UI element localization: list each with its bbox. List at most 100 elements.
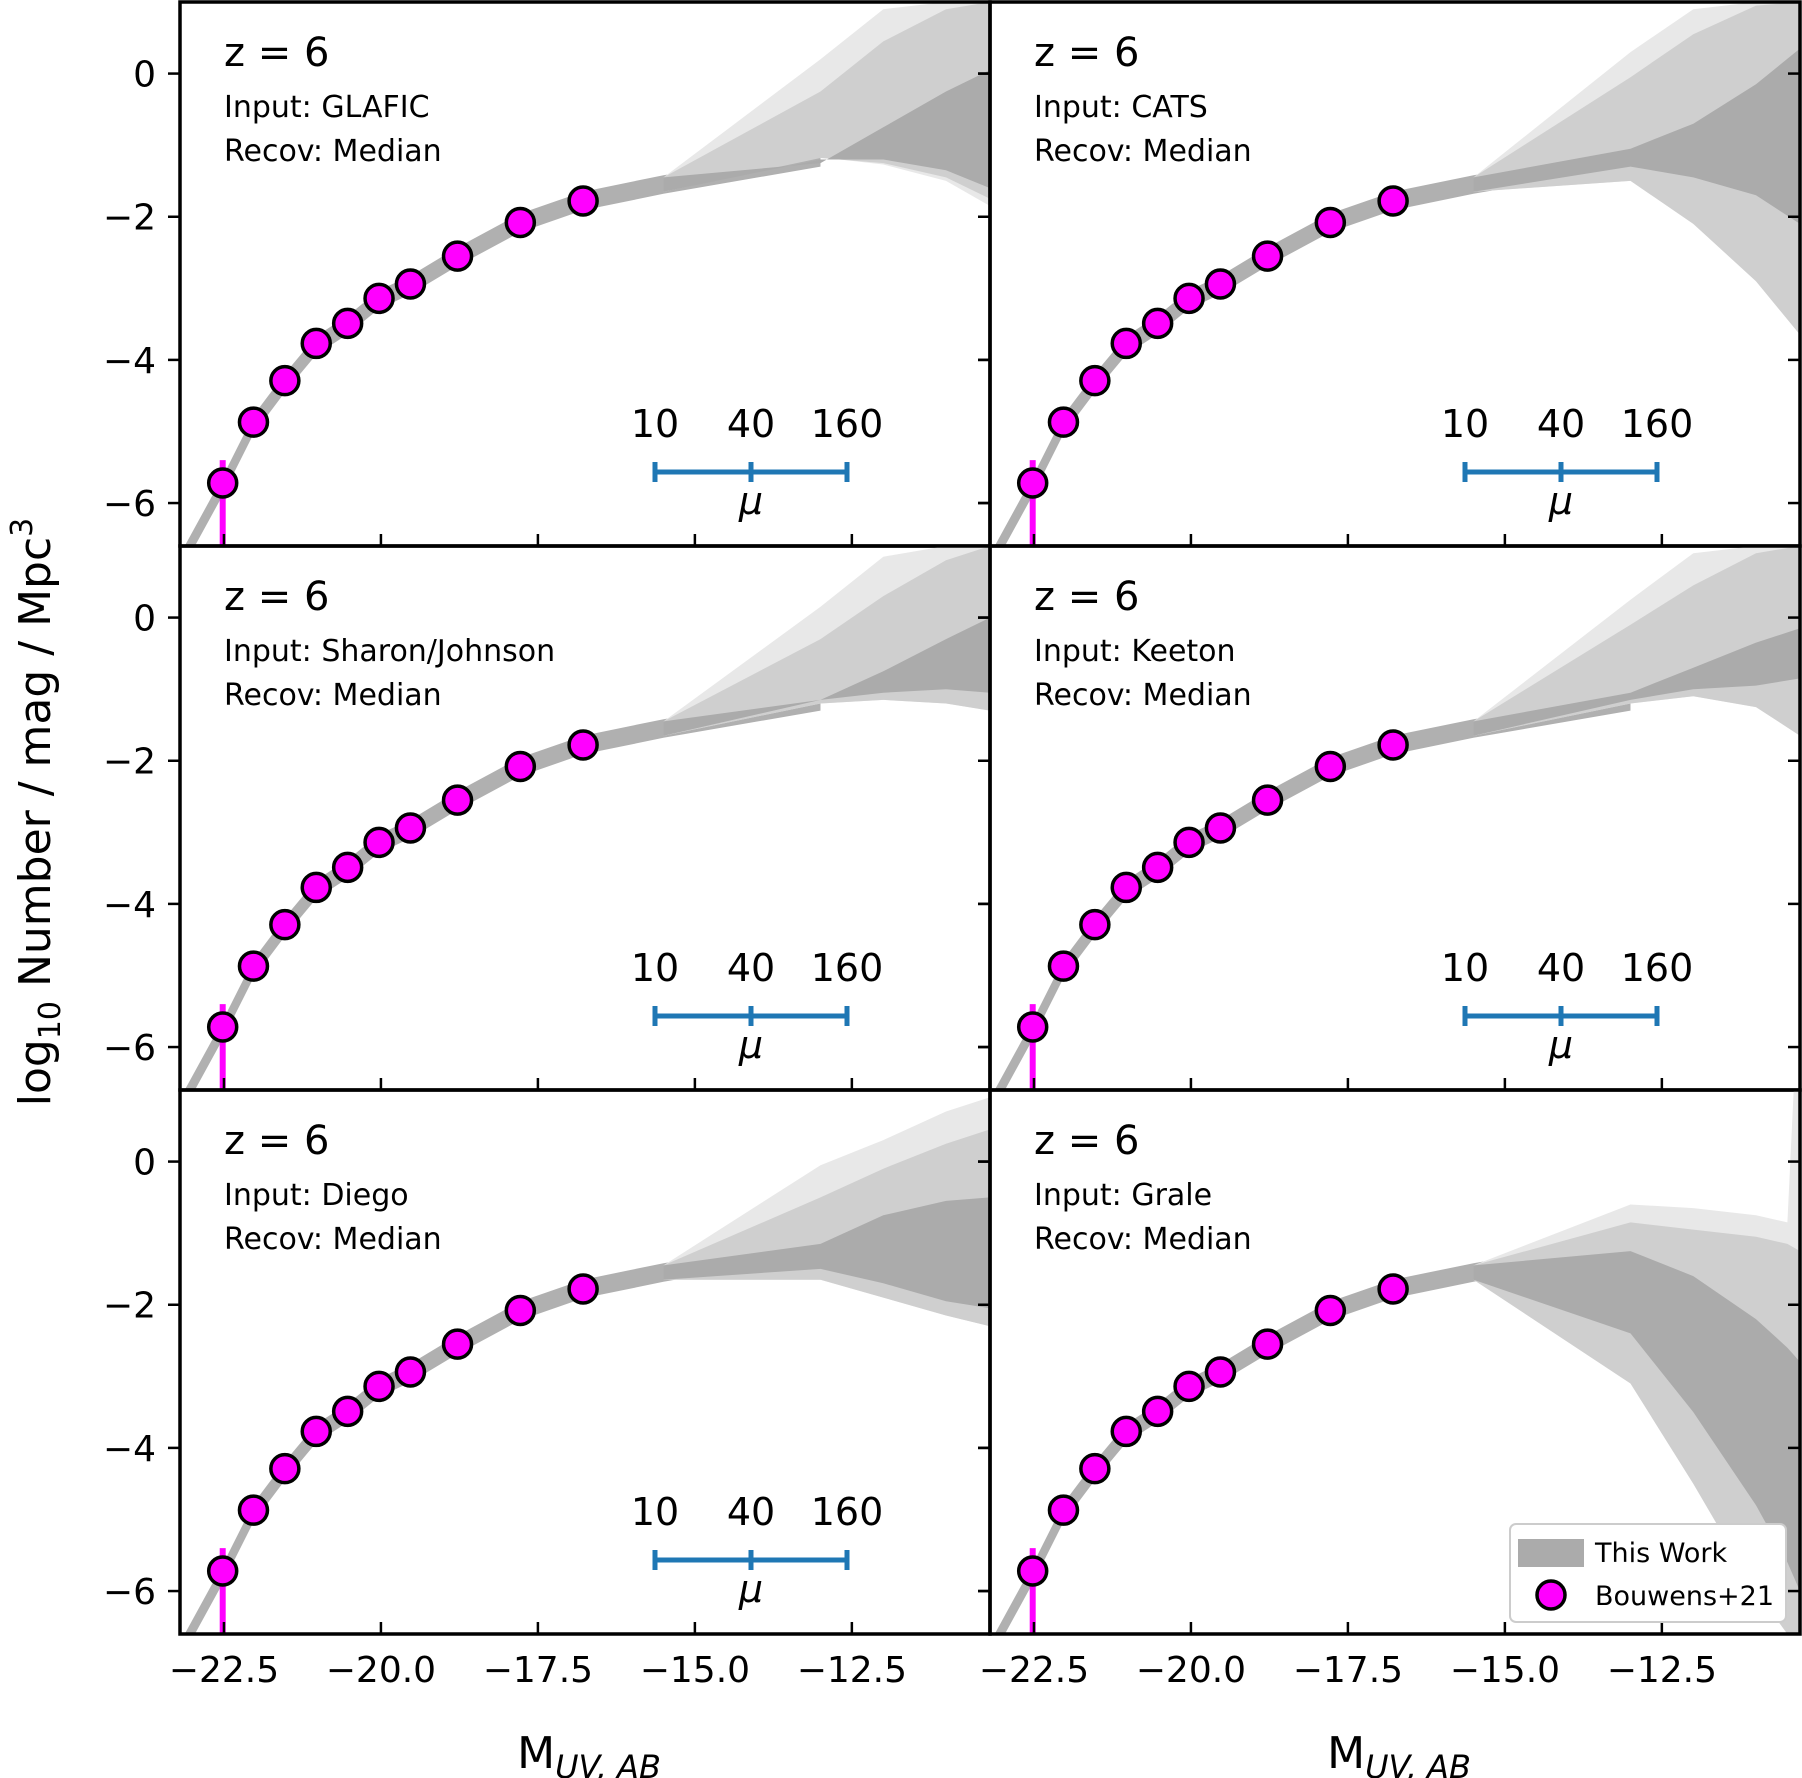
data-point bbox=[1173, 826, 1205, 859]
data-point bbox=[331, 1395, 364, 1428]
data-point bbox=[363, 282, 395, 315]
data-point bbox=[1251, 1328, 1284, 1360]
data-point bbox=[567, 1273, 599, 1305]
data-point bbox=[504, 206, 537, 239]
data-point bbox=[504, 750, 537, 783]
panel-frame bbox=[988, 1088, 1802, 1636]
y-tick-label: 0 bbox=[133, 599, 156, 640]
panel-recov-label: Recov: Median bbox=[224, 134, 442, 169]
this-work-band-2sigma bbox=[1473, 546, 1800, 736]
data-point bbox=[1204, 268, 1237, 300]
panel-recov-label: Recov: Median bbox=[1034, 1222, 1252, 1257]
this-work-band-base bbox=[184, 148, 821, 546]
this-work-band-2sigma bbox=[1473, 2, 1800, 335]
data-point bbox=[363, 826, 395, 859]
y-tick-label: −2 bbox=[103, 742, 156, 783]
x-tick-label: −17.5 bbox=[483, 1650, 593, 1691]
panel-recov-label: Recov: Median bbox=[224, 678, 442, 713]
x-tick-label: −15.0 bbox=[1450, 1650, 1560, 1691]
data-point bbox=[1110, 871, 1143, 904]
this-work-band-1sigma bbox=[1473, 628, 1800, 736]
mu-scale-label: 40 bbox=[727, 946, 775, 990]
data-point bbox=[567, 185, 599, 217]
y-tick-label: −6 bbox=[103, 1572, 156, 1613]
data-point bbox=[1377, 1273, 1409, 1305]
mu-scale-label: 160 bbox=[1621, 946, 1694, 990]
y-tick-label: 0 bbox=[133, 55, 156, 96]
mu-scale: 10 40 160 μ bbox=[1441, 402, 1693, 523]
mu-scale-label: 160 bbox=[811, 402, 884, 446]
data-point bbox=[1079, 908, 1111, 941]
panel-3: 0 −2 −4 −6 z = 6 Input: Sharon/Johnson Recov: … bbox=[103, 544, 992, 1092]
data-point bbox=[206, 467, 239, 499]
plot-area bbox=[994, 2, 1800, 546]
data-point bbox=[1141, 851, 1174, 884]
this-work-band-1sigma bbox=[663, 617, 990, 736]
y-tick-label: −2 bbox=[103, 1286, 156, 1327]
data-point bbox=[363, 1370, 395, 1403]
panel-input-label: Input: Keeton bbox=[1034, 634, 1236, 669]
mu-scale-label: 40 bbox=[1537, 946, 1585, 990]
panel-recov-label: Recov: Median bbox=[224, 1222, 442, 1257]
x-tick-label: −22.5 bbox=[169, 1650, 279, 1691]
this-work-band-base bbox=[994, 148, 1631, 546]
mu-scale-label: 10 bbox=[631, 946, 679, 990]
this-work-band-1sigma bbox=[1473, 48, 1800, 224]
mu-scale-symbol: μ bbox=[738, 479, 763, 523]
data-point bbox=[1110, 327, 1143, 360]
mu-scale: 10 40 160 μ bbox=[631, 1490, 883, 1611]
legend-label: Bouwens+21 bbox=[1595, 1581, 1774, 1612]
panel-input-label: Input: GLAFIC bbox=[224, 90, 430, 125]
data-point bbox=[300, 871, 333, 904]
panel-input-label: Input: Diego bbox=[224, 1178, 409, 1213]
y-tick-label: 0 bbox=[133, 1143, 156, 1184]
legend-band-swatch bbox=[1518, 1539, 1584, 1567]
plot-area bbox=[184, 2, 990, 546]
data-point bbox=[1110, 1415, 1143, 1448]
panel-recov-label: Recov: Median bbox=[1034, 678, 1252, 713]
data-point bbox=[1314, 1294, 1347, 1327]
data-point bbox=[1016, 1011, 1049, 1043]
panel-2: z = 6 Input: CATS Recov: Median 10 40 160 μ bbox=[978, 0, 1802, 548]
data-point bbox=[567, 729, 599, 761]
y-tick-label: −2 bbox=[103, 198, 156, 239]
mu-scale-label: 160 bbox=[811, 1490, 884, 1534]
legend: This Work Bouwens+21 bbox=[1509, 1523, 1787, 1623]
data-point bbox=[269, 1452, 301, 1485]
x-tick-label: −12.5 bbox=[797, 1650, 907, 1691]
mu-scale-label: 160 bbox=[811, 946, 884, 990]
data-point bbox=[441, 784, 474, 816]
data-point bbox=[1141, 1395, 1174, 1428]
mu-scale-label: 10 bbox=[1441, 946, 1489, 990]
panel-1: 0 −2 −4 −6 z = 6 Input: GLAFIC Recov: Median 10… bbox=[103, 0, 992, 548]
y-tick-label: −6 bbox=[103, 1028, 156, 1069]
this-work-band-1sigma bbox=[663, 70, 990, 192]
data-point bbox=[237, 950, 270, 982]
mu-scale-symbol: μ bbox=[738, 1023, 763, 1067]
this-work-band-2sigma bbox=[663, 546, 990, 736]
data-point bbox=[1079, 1452, 1111, 1485]
legend-label: This Work bbox=[1594, 1538, 1727, 1569]
data-point bbox=[1173, 282, 1205, 315]
mu-scale-label: 10 bbox=[631, 1490, 679, 1534]
data-point bbox=[269, 364, 301, 397]
data-point bbox=[394, 812, 427, 844]
x-axis-title-left: MUV, AB bbox=[517, 1728, 661, 1778]
plot-area bbox=[184, 1097, 990, 1634]
data-point bbox=[237, 1494, 270, 1526]
data-point bbox=[1047, 406, 1080, 438]
mu-scale: 10 40 160 μ bbox=[631, 402, 883, 523]
data-point bbox=[300, 1415, 333, 1448]
mu-scale-label: 10 bbox=[631, 402, 679, 446]
data-point bbox=[1251, 240, 1284, 272]
data-point bbox=[331, 307, 364, 340]
data-point bbox=[237, 406, 270, 438]
y-tick-label: −4 bbox=[103, 885, 156, 926]
data-point bbox=[394, 1356, 427, 1388]
mu-scale-symbol: μ bbox=[1548, 479, 1573, 523]
data-point bbox=[1314, 750, 1347, 783]
mu-scale: 10 40 160 μ bbox=[631, 946, 883, 1067]
this-work-band-base bbox=[184, 1236, 821, 1634]
panel-6: −22.5 −20.0 −17.5 −15.0 −12.5 z = 6 Input: Gra… bbox=[978, 1088, 1802, 1691]
